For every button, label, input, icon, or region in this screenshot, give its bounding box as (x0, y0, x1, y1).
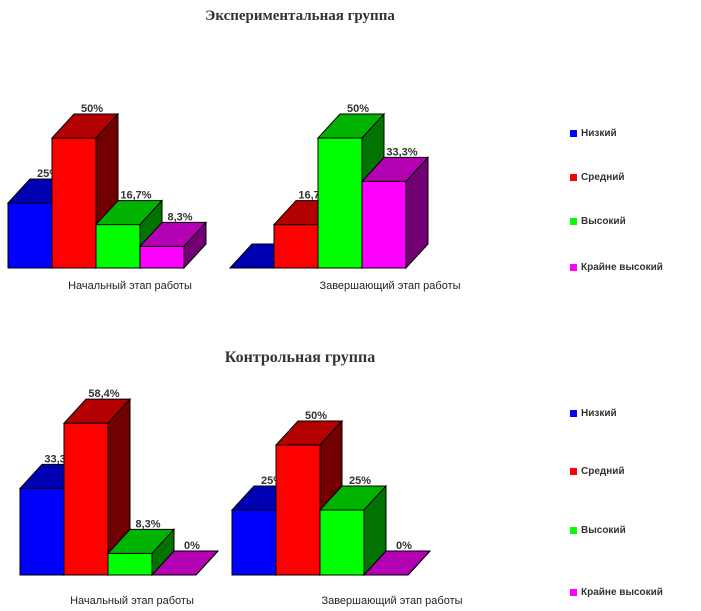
legend-label: Высокий (581, 216, 626, 227)
chart-title: Экспериментальная группа (205, 8, 395, 24)
legend-label: Низкий (581, 408, 617, 419)
bar-front (19, 487, 65, 576)
legend-label: Крайне высокий (581, 587, 663, 598)
bar-front (51, 137, 97, 269)
legend-item: Высокий (570, 216, 626, 227)
data-label: 0% (396, 540, 412, 552)
data-label: 25% (349, 475, 371, 487)
bar-ctrl-1-1 (274, 419, 344, 577)
data-label: 0% (184, 540, 200, 552)
data-label: 16,7% (120, 190, 151, 202)
bar-ctrl-1-3 (362, 550, 432, 576)
bar-front (275, 444, 321, 576)
bar-side (407, 550, 431, 576)
category-label: Завершающий этап работы (319, 280, 460, 292)
category-label: Начальный этап работы (68, 280, 192, 292)
control-group-chart: 33,3%58,4%8,3%0%Начальный этап работы25%… (18, 388, 463, 607)
legend-swatch (570, 527, 577, 534)
bar-front (107, 552, 153, 576)
legend-label: Низкий (581, 128, 617, 139)
experimental-group-chart: 25%50%16,7%8,3%Начальный этап работы16,7… (6, 103, 461, 292)
legend-swatch (570, 410, 577, 417)
bar-front (139, 245, 185, 269)
control-group-panel: Контрольная группа 33,3% 58,4% 8,3% 0% Начал… (0, 305, 701, 611)
bar-ctrl-1-2 (318, 484, 388, 577)
bar-front (361, 180, 407, 269)
chart-title: Контрольная группа (224, 349, 376, 366)
data-label: 58,4% (88, 388, 119, 400)
bar-side (195, 550, 219, 576)
legend-swatch (570, 468, 577, 475)
bar-front (231, 509, 277, 576)
legend-swatch (570, 218, 577, 225)
legend-item: Средний (570, 172, 625, 183)
legend-swatch (570, 589, 577, 596)
bar-front (63, 422, 109, 576)
legend-item: Низкий (570, 128, 617, 139)
bar-side (405, 156, 429, 270)
legend-label: Высокий (581, 525, 626, 536)
data-label: 50% (81, 103, 103, 115)
legend-item: Крайне высокий (570, 587, 663, 598)
bar-front (317, 137, 363, 269)
legend-label: Средний (581, 172, 625, 183)
bar-exp-0-3 (138, 221, 208, 270)
legend-label: Крайне высокий (581, 262, 663, 273)
data-label: 8,3% (135, 518, 160, 530)
bar-exp-1-3 (360, 156, 430, 270)
bar-front (273, 224, 319, 269)
data-label: 33,3% (386, 146, 417, 158)
data-label: 50% (347, 103, 369, 115)
bar-ctrl-0-3 (150, 550, 220, 576)
legend-swatch (570, 174, 577, 181)
legend-swatch (570, 264, 577, 271)
legend-item: Средний (570, 466, 625, 477)
bar-ctrl-0-1 (62, 397, 132, 577)
category-label: Завершающий этап работы (321, 595, 462, 607)
bar-side (183, 221, 207, 270)
data-label: 8,3% (167, 211, 192, 223)
legend-label: Средний (581, 466, 625, 477)
bar-front (7, 202, 53, 269)
legend-item: Крайне высокий (570, 262, 663, 273)
bar-ctrl-0-2 (106, 528, 176, 577)
legend-item: Высокий (570, 525, 626, 536)
category-label: Начальный этап работы (70, 595, 194, 607)
legend-swatch (570, 130, 577, 137)
data-label: 50% (305, 410, 327, 422)
bar-front (319, 509, 365, 576)
experimental-group-panel: Экспериментальная группа 25% 50% 16,7% 8,3%… (0, 0, 701, 305)
bar-front (95, 224, 141, 269)
legend-item: Низкий (570, 408, 617, 419)
